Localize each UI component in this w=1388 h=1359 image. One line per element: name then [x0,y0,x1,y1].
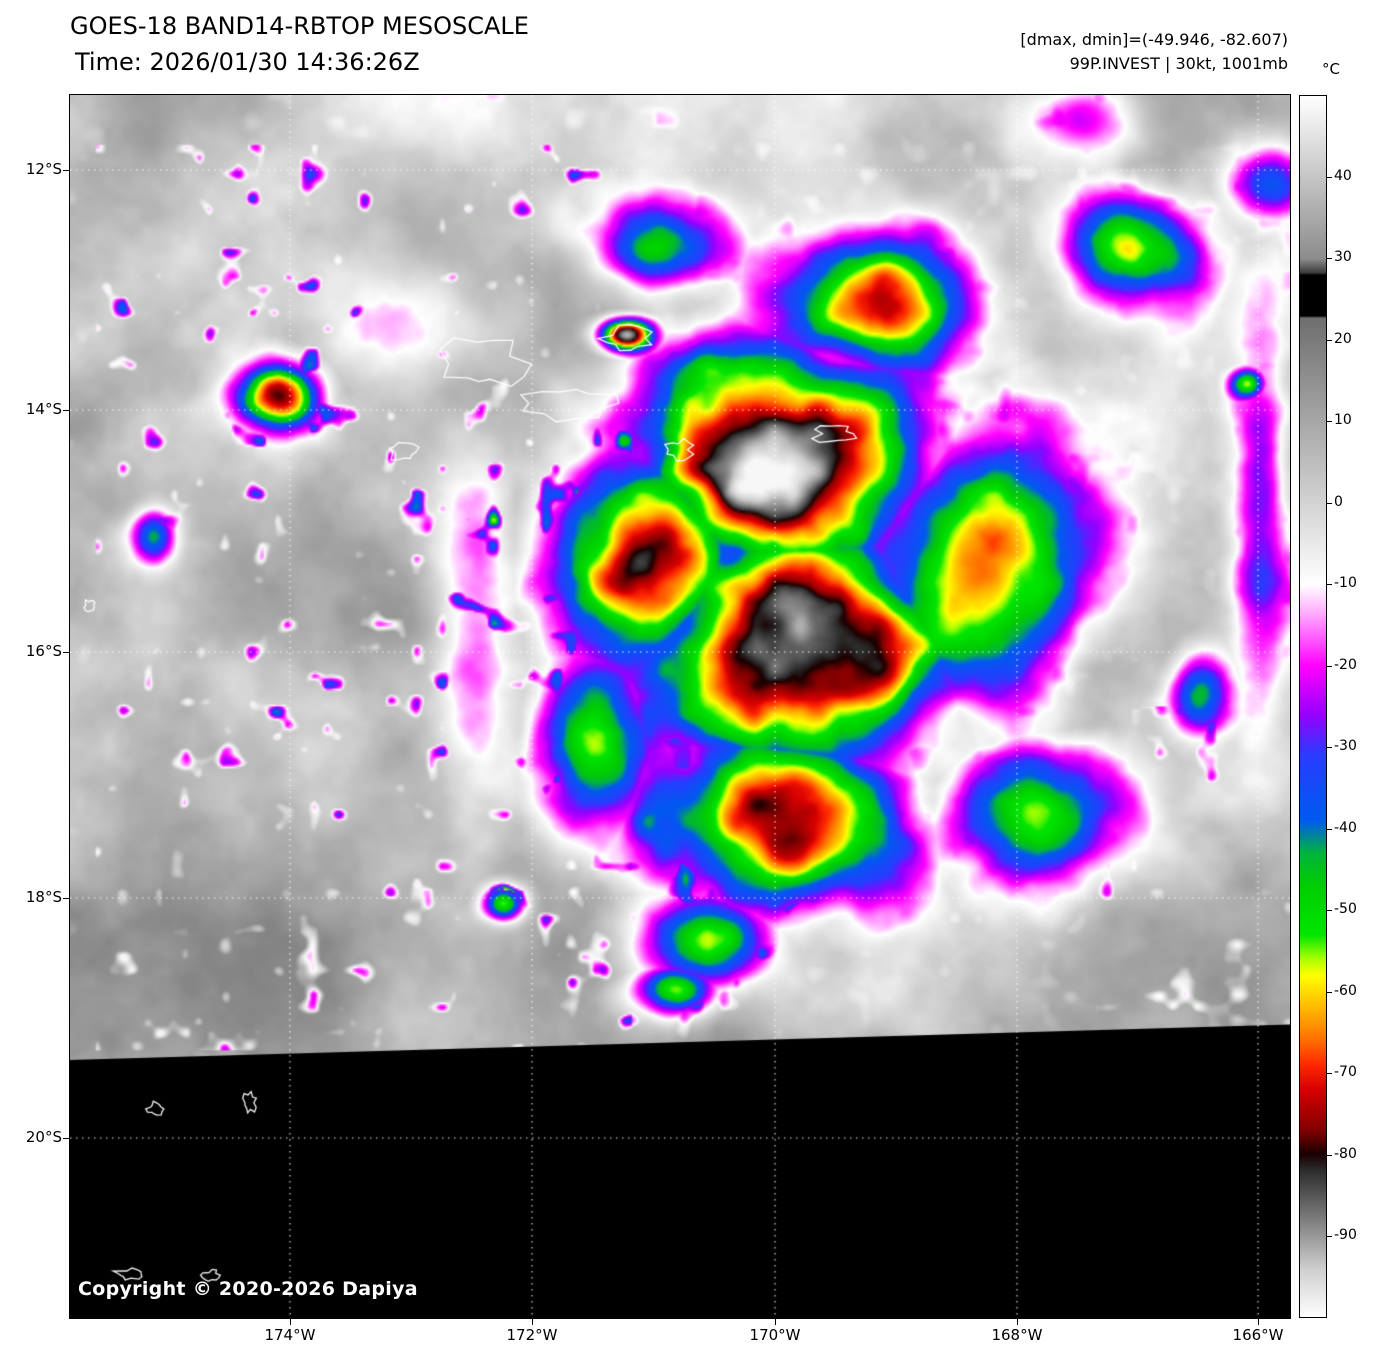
colorbar-tick-mark [1327,176,1332,178]
colorbar-tick-label: -70 [1334,1064,1357,1081]
lat-label: 12°S [25,159,62,178]
lon-tick-mark [289,1319,291,1325]
colorbar-tick-mark [1327,1236,1332,1238]
colorbar-tick-mark [1327,421,1332,423]
colorbar-tick-label: 20 [1334,330,1352,347]
lon-label: 166°W [1232,1326,1284,1344]
colorbar-tick-label: 30 [1334,249,1352,266]
colorbar-tick-label: -80 [1334,1145,1357,1162]
colorbar-tick-mark [1327,828,1332,830]
lon-tick-mark [1016,1319,1018,1325]
colorbar-tick-mark [1327,747,1332,749]
colorbar-tick-mark [1327,665,1332,667]
lon-label: 174°W [264,1326,316,1344]
lat-tick-mark [63,410,69,412]
lat-tick-mark [63,1137,69,1139]
colorbar-tick-label: -60 [1334,982,1357,999]
product-timestamp: Time: 2026/01/30 14:36:26Z [75,48,420,76]
colorbar-tick-mark [1327,258,1332,260]
lon-tick-mark [775,1319,777,1325]
lat-label: 20°S [25,1127,62,1146]
colorbar-tick-mark [1327,991,1332,993]
colorbar-tick-label: -50 [1334,901,1357,918]
product-title: GOES-18 BAND14-RBTOP MESOSCALE [70,12,529,40]
colorbar-tick-mark [1327,584,1332,586]
lat-label: 14°S [25,400,62,419]
lat-tick-mark [63,169,69,171]
colorbar-tick-label: -30 [1334,738,1357,755]
colorbar-tick-label: -20 [1334,656,1357,673]
dmax-dmin-readout: [dmax, dmin]=(-49.946, -82.607) [1020,30,1288,49]
lat-label: 16°S [25,641,62,660]
colorbar-tick-mark [1327,339,1332,341]
temperature-colorbar [1299,95,1327,1318]
colorbar-tick-label: 10 [1334,412,1352,429]
copyright-label: Copyright © 2020-2026 Dapiya [78,1278,418,1300]
lon-label: 170°W [749,1326,801,1344]
colorbar-tick-label: -10 [1334,575,1357,592]
lon-label: 168°W [991,1326,1043,1344]
colorbar-tick-label: -90 [1334,1227,1357,1244]
colorbar-tick-mark [1327,502,1332,504]
colorbar-tick-mark [1327,1073,1332,1075]
satellite-image-canvas [70,95,1290,1318]
lon-tick-mark [532,1319,533,1325]
colorbar-unit-label: °C [1322,60,1340,78]
lon-tick-mark [1258,1319,1260,1325]
colorbar-tick-mark [1327,1154,1332,1156]
lat-tick-mark [63,651,69,653]
colorbar-tick-mark [1327,910,1332,912]
lon-label: 172°W [506,1326,558,1344]
lat-label: 18°S [25,888,62,907]
colorbar-tick-label: -40 [1334,819,1357,836]
colorbar-tick-label: 40 [1334,167,1352,184]
storm-info-readout: 99P.INVEST | 30kt, 1001mb [1069,54,1288,73]
lat-tick-mark [63,898,69,900]
colorbar-tick-label: 0 [1334,493,1343,510]
